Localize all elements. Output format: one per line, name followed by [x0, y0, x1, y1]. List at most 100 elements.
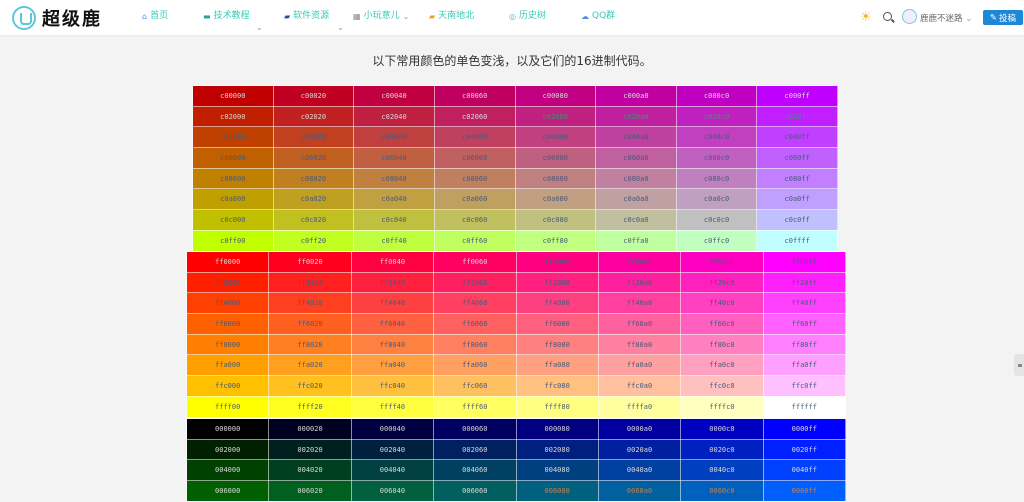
color-cell: ff20a0 [597, 271, 682, 294]
color-cell: ffc0ff [762, 375, 847, 397]
color-cell: c020c0 [675, 105, 758, 128]
color-cell: 0020a0 [597, 438, 682, 461]
color-cell: c06020 [272, 147, 355, 169]
table-row: ffa000 ffa020 ffa040 ffa060 ffa080 ffa0a0 ffa0… [185, 354, 847, 377]
color-cell: ffff00 [185, 395, 270, 418]
color-cell: ff40c0 [680, 292, 764, 315]
nav-label: 天南地北 [438, 11, 475, 21]
avatar[interactable] [902, 9, 917, 24]
color-cell: c04060 [433, 126, 516, 149]
color-cell: c040c0 [675, 126, 758, 149]
color-cell: c02040 [353, 105, 435, 128]
color-cell: ff4040 [350, 292, 435, 315]
user-name: 鹿鹿不迷路 [920, 14, 963, 24]
color-cell: 004000 [185, 459, 270, 482]
nav-item-1[interactable]: ▬ 技术教程 [203, 11, 250, 22]
side-panel-toggle[interactable] [1014, 354, 1024, 376]
color-cell: c06040 [353, 147, 435, 169]
color-cell: c040ff [756, 126, 838, 149]
search-icon[interactable] [883, 12, 892, 21]
color-cell: ffa0ff [762, 354, 847, 377]
table-row: 006000 006020 006040 006060 006080 0060a0 0060… [185, 480, 847, 502]
color-cell: ff8000 [185, 333, 270, 356]
logo-text: 超级鹿 [42, 9, 102, 30]
color-cell: ff8060 [433, 333, 517, 356]
table-row: c0ff00 c0ff20 c0ff40 c0ff60 c0ff80 c0ffa0 c0ff… [192, 229, 838, 252]
color-cell: ff8080 [515, 333, 599, 356]
table-row: ff2000 ff2020 ff2040 ff2060 ff2080 ff20a0 ff20… [185, 271, 847, 294]
color-cell: ffa0c0 [680, 354, 764, 377]
color-cell: 006080 [515, 480, 599, 502]
submit-post-button[interactable]: ✎ 投稿 [983, 10, 1023, 25]
color-cell: ff60a0 [597, 313, 682, 335]
chevron-down-icon[interactable]: ⌄ [256, 23, 263, 32]
color-cell: 006040 [350, 480, 435, 502]
color-cell: c0c060 [433, 209, 516, 231]
color-cell: ffc000 [185, 375, 270, 397]
color-cell: c0a0c0 [675, 188, 758, 211]
color-cell: c080c0 [675, 167, 758, 190]
color-cell: c0a0a0 [595, 188, 677, 211]
color-cell: 004060 [433, 459, 517, 482]
table-row: c08000 c08020 c08040 c08060 c08080 c080a0 c080… [192, 167, 838, 190]
color-cell: c0a000 [192, 188, 274, 211]
color-cell: c0a020 [272, 188, 355, 211]
color-cell: 0060a0 [597, 480, 682, 502]
color-cell: ff4000 [185, 292, 270, 315]
color-cell: ff2060 [433, 271, 517, 294]
nav-item-2[interactable]: ▰ 软件资源 [284, 11, 329, 22]
color-cell: 002020 [268, 438, 352, 461]
color-cell: ffc0a0 [597, 375, 682, 397]
color-cell: c00060 [433, 85, 516, 107]
theme-toggle-sun-icon[interactable]: ☀ [860, 10, 872, 25]
table-row: c00000 c00020 c00040 c00060 c00080 c000a0 c000… [192, 85, 838, 107]
color-cell: c080a0 [595, 167, 677, 190]
table-row: 004000 004020 004040 004060 004080 0040a0 0040… [185, 459, 847, 482]
color-table: c00000 c00020 c00040 c00060 c00080 c000a0 c000… [192, 85, 838, 252]
nav-item-3[interactable]: ▦ 小玩意儿 ⌄ [353, 11, 409, 22]
page-title: 以下常用颜色的单色变浅，以及它们的16进制代码。 [372, 54, 652, 68]
table-row: c06000 c06020 c06040 c06060 c06080 c060a0 c060… [192, 147, 838, 169]
color-cell: ff80ff [762, 333, 847, 356]
color-cell: c0c080 [514, 209, 597, 231]
color-table: ff0000 ff0020 ff0040 ff0060 ff0080 ff00a0 ff00… [185, 251, 847, 418]
nav-item-5[interactable]: ◎ 历史树 [509, 11, 546, 22]
color-cell: c08040 [353, 167, 435, 190]
color-cell: ff00ff [762, 251, 847, 273]
color-cell: ff8040 [350, 333, 435, 356]
color-cell: c0c040 [353, 209, 435, 231]
color-cell: ffc0c0 [680, 375, 764, 397]
table-row: ffc000 ffc020 ffc040 ffc060 ffc080 ffc0a0 ffc0… [185, 375, 847, 397]
chevron-down-icon[interactable]: ⌄ [402, 11, 410, 21]
color-cell: c000a0 [595, 85, 677, 107]
color-cell: ffa0a0 [597, 354, 682, 377]
color-cell: ff0040 [350, 251, 435, 273]
nav-item-6[interactable]: ☁ QQ群 [581, 11, 615, 22]
user-menu[interactable]: 鹿鹿不迷路 ⌄ [920, 12, 972, 24]
color-cell: ff60c0 [680, 313, 764, 335]
color-cell: 000080 [515, 418, 599, 440]
table-row: ffff00 ffff20 ffff40 ffff60 ffff80 ffffa0 ffff… [185, 395, 847, 418]
color-cell: 002000 [185, 438, 270, 461]
color-cell: 0060ff [762, 480, 847, 502]
table-row: ff6000 ff6020 ff6040 ff6060 ff6080 ff60a0 ff60… [185, 313, 847, 335]
color-cell: c02020 [272, 105, 355, 128]
table-row: 000000 000020 000040 000060 000080 0000a0 0000… [185, 418, 847, 440]
color-cell: 000040 [350, 418, 435, 440]
color-cell: ffa000 [185, 354, 270, 377]
nav-item-0[interactable]: ⌂ 首页 [142, 11, 168, 22]
site-logo[interactable]: 超级鹿 [12, 5, 102, 31]
color-cell: c0ff00 [192, 229, 274, 252]
chevron-down-icon[interactable]: ⌄ [337, 23, 344, 32]
color-cell: ffa020 [268, 354, 352, 377]
color-cell: c0c000 [192, 209, 274, 231]
color-cell: ff20c0 [680, 271, 764, 294]
nav-item-4[interactable]: ▰ 天南地北 [429, 11, 474, 22]
color-cell: ffa060 [433, 354, 517, 377]
color-cell: ffc040 [350, 375, 435, 397]
color-cell: ffff60 [433, 395, 517, 418]
color-cell: ff80c0 [680, 333, 764, 356]
color-cell: c0ff20 [272, 229, 355, 252]
color-cell: ff6060 [433, 313, 517, 335]
color-cell: ff2040 [350, 271, 435, 294]
